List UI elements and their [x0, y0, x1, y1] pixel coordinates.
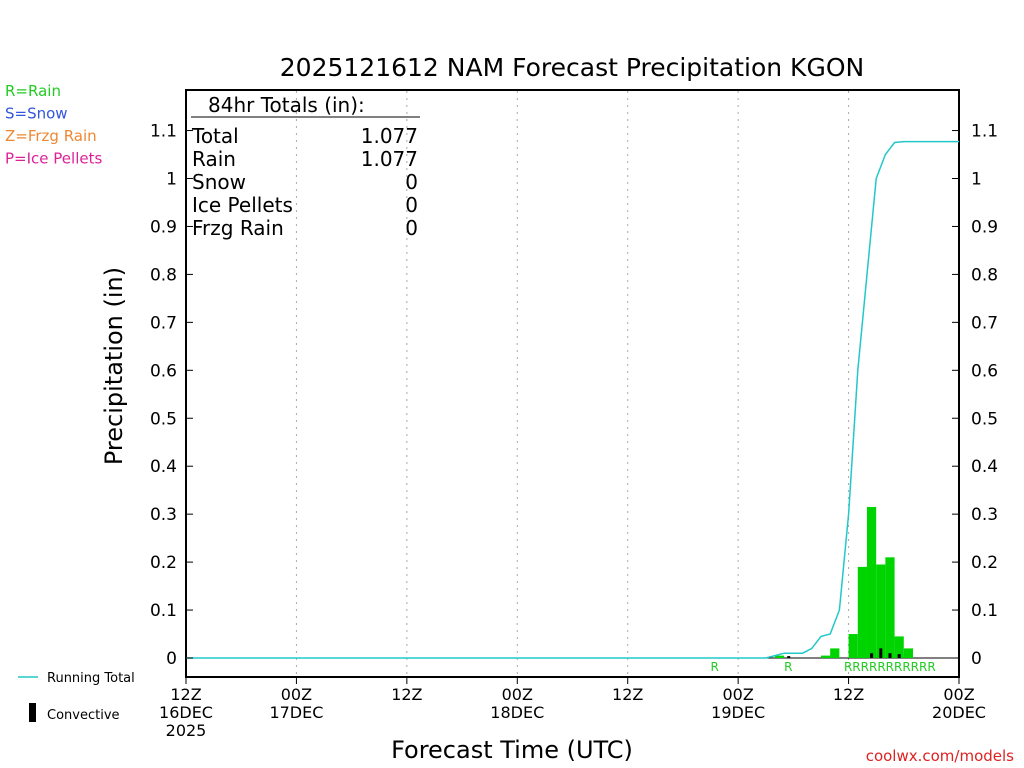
plot-frame: [185, 89, 960, 678]
totals-label-1: Rain: [192, 147, 236, 171]
y-tick-label-right-5: 0.5: [971, 409, 998, 429]
ptype-legend-item-0: R=Rain: [5, 82, 61, 100]
x-tick-label-3-2: 18DEC: [490, 703, 544, 722]
ptype-legend-item-3: P=Ice Pellets: [5, 150, 102, 168]
x-tick-label-1-1: 00Z: [281, 685, 312, 704]
totals-value-1: 1.077: [361, 147, 418, 171]
y-tick-label-left-4: 0.4: [150, 457, 177, 477]
ptype-marker-2: RRRRRRRRRRR: [844, 660, 936, 674]
x-tick-label-7-2: 20DEC: [932, 703, 986, 722]
x-tick-label-6-1: 12Z: [833, 685, 864, 704]
y-tick-label-left-8: 0.8: [150, 265, 177, 285]
y-tick-label-right-2: 0.2: [971, 553, 998, 573]
running-total-polyline: [186, 140, 959, 659]
precip-bars: [774, 506, 913, 658]
x-axis-label: Forecast Time (UTC): [391, 736, 633, 764]
x-tick-label-5-2: 19DEC: [711, 703, 765, 722]
y-tick-label-left-11: 1.1: [150, 122, 177, 142]
y-tick-label-right-11: 1.1: [971, 122, 998, 142]
credit-text: coolwx.com/models: [866, 747, 1014, 765]
y-tick-label-left-10: 1: [166, 170, 177, 190]
y-tick-label-right-1: 0.1: [971, 601, 998, 621]
y-tick-label-right-7: 0.7: [971, 313, 998, 333]
y-tick-label-right-3: 0.3: [971, 505, 998, 525]
x-tick-label-0-1: 12Z: [170, 685, 201, 704]
y-axis-label: Precipitation (in): [100, 267, 128, 465]
precip-bar-1: [820, 655, 831, 658]
x-tick-label-1-2: 17DEC: [269, 703, 323, 722]
precip-bar-9: [903, 648, 913, 658]
convective-bar-3: [888, 653, 892, 658]
convective-bar-1: [870, 653, 874, 658]
ptype-marker-0: R: [711, 660, 719, 674]
totals-label-4: Frzg Rain: [192, 216, 284, 240]
precip-bar-7: [885, 557, 895, 658]
totals-value-0: 1.077: [361, 124, 418, 148]
y-tick-label-left-0: 0: [166, 649, 177, 669]
totals-label-3: Ice Pellets: [192, 193, 293, 217]
totals-value-4: 0: [405, 216, 418, 240]
totals-label-2: Snow: [192, 170, 246, 194]
y-tick-label-right-8: 0.8: [971, 265, 998, 285]
precip-bar-6: [876, 564, 886, 658]
ptype-legend-item-1: S=Snow: [5, 105, 68, 123]
y-tick-label-left-1: 0.1: [150, 601, 177, 621]
chart-title: 2025121612 NAM Forecast Precipitation KG…: [280, 53, 864, 82]
ptype-marker-1: R: [784, 660, 792, 674]
running-total-legend-label: Running Total: [47, 671, 135, 686]
totals-label-0: Total: [191, 124, 239, 148]
convective-bar-4: [897, 654, 901, 658]
y-tick-label-left-5: 0.5: [150, 409, 177, 429]
y-tick-label-left-6: 0.6: [150, 361, 177, 381]
x-tick-label-5-1: 00Z: [722, 685, 753, 704]
precip-bar-3: [848, 634, 858, 658]
ptype-markers: R R RRRRRRRRRRR: [711, 660, 936, 674]
y-tick-label-right-9: 0.9: [971, 217, 998, 237]
y-ticks-left: 0 0.1 0.2 0.3 0.4 0.5 0.6 0.7 0.8 0.9 1 1.1: [150, 122, 193, 669]
totals-value-2: 0: [405, 170, 418, 194]
series-legend: Running Total Convective: [18, 671, 135, 723]
y-tick-label-left-7: 0.7: [150, 313, 177, 333]
ptype-legend: R=Rain S=Snow Z=Frzg Rain P=Ice Pellets: [5, 82, 102, 168]
y-ticks-right: 0 0.1 0.2 0.3 0.4 0.5 0.6 0.7 0.8 0.9 1 1.1: [952, 122, 998, 669]
grid-lines: [295, 91, 850, 676]
x-tick-label-4-1: 12Z: [612, 685, 643, 704]
y-tick-label-left-9: 0.9: [150, 217, 177, 237]
convective-legend-swatch: [29, 703, 36, 722]
y-tick-label-right-0: 0: [971, 649, 982, 669]
y-tick-label-left-2: 0.2: [150, 553, 177, 573]
precip-bar-0: [774, 655, 785, 658]
precip-bar-5: [866, 506, 877, 658]
y-tick-label-right-10: 1: [971, 170, 982, 190]
precip-bar-2: [830, 648, 840, 658]
x-tick-label-0-2: 16DEC: [159, 703, 213, 722]
x-tick-label-2-1: 12Z: [391, 685, 422, 704]
x-tick-label-7-1: 00Z: [943, 685, 974, 704]
precip-bar-4: [857, 566, 867, 658]
y-tick-label-right-4: 0.4: [971, 457, 998, 477]
y-tick-label-right-6: 0.6: [971, 361, 998, 381]
convective-bar-0: [787, 656, 791, 658]
running-total-line: [186, 140, 959, 659]
x-tick-label-3-1: 00Z: [502, 685, 533, 704]
x-tick-label-0-3: 2025: [166, 721, 207, 740]
convective-bar-2: [879, 648, 883, 658]
convective-legend-label: Convective: [47, 708, 120, 723]
totals-header: 84hr Totals (in):: [208, 93, 365, 117]
y-tick-label-left-3: 0.3: [150, 505, 177, 525]
totals-box: 84hr Totals (in): Total 1.077 Rain 1.077 Sno…: [191, 93, 420, 240]
ptype-legend-item-2: Z=Frzg Rain: [5, 127, 97, 145]
precip-bar-8: [894, 636, 904, 658]
totals-value-3: 0: [405, 193, 418, 217]
convective-bars: [787, 648, 901, 658]
